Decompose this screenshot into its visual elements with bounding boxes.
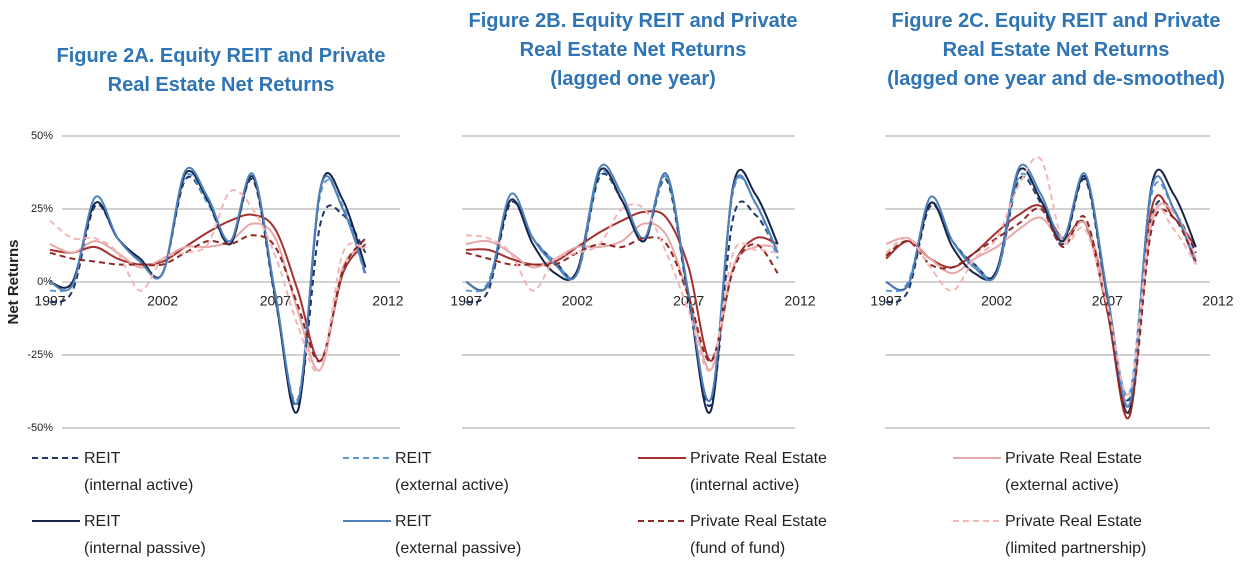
legend-label: Private Real Estate (internal active) xyxy=(690,450,827,494)
series-line xyxy=(885,156,1197,396)
y-tick-label: -50% xyxy=(27,422,53,434)
y-tick-label: 0% xyxy=(37,276,53,288)
series-line xyxy=(49,234,367,363)
series-line xyxy=(465,163,779,403)
legend-label: Private Real Estate (external active) xyxy=(1005,450,1142,494)
chart-title: Figure 2C. Equity REIT and Private Real … xyxy=(887,10,1225,90)
y-tick-label: 50% xyxy=(31,130,53,142)
series-line xyxy=(885,163,1197,408)
series-line xyxy=(885,194,1197,420)
legend-label: Private Real Estate (limited partnership… xyxy=(1005,513,1147,557)
x-tick-label: 1997 xyxy=(870,293,901,309)
series-line xyxy=(49,189,366,373)
legend-label: REIT (external active) xyxy=(395,450,509,494)
series-line xyxy=(49,213,367,362)
x-tick-label: 2002 xyxy=(562,293,593,309)
series-line xyxy=(465,210,779,362)
series-line xyxy=(465,203,778,372)
series-line xyxy=(49,167,367,405)
y-tick-label: 25% xyxy=(31,203,53,215)
x-tick-label: 1997 xyxy=(34,293,65,309)
legend-label: REIT (external passive) xyxy=(395,513,522,557)
legend-label: Private Real Estate (fund of fund) xyxy=(690,513,827,557)
chart-title: Figure 2B. Equity REIT and Private Real … xyxy=(468,10,798,90)
x-tick-label: 1997 xyxy=(450,293,481,309)
x-tick-label: 2012 xyxy=(1202,293,1233,309)
y-axis-title: Net Returns xyxy=(5,239,22,324)
y-tick-label: -25% xyxy=(27,349,53,361)
x-tick-label: 2002 xyxy=(147,293,178,309)
series-line xyxy=(885,207,1197,416)
x-tick-label: 2012 xyxy=(784,293,815,309)
x-tick-label: 2012 xyxy=(372,293,403,309)
series-line xyxy=(465,222,778,371)
series-line xyxy=(465,236,779,362)
x-tick-label: 2002 xyxy=(981,293,1012,309)
chart-title: Figure 2A. Equity REIT and Private Real … xyxy=(56,45,386,96)
legend-label: REIT (internal active) xyxy=(84,450,194,494)
legend-label: REIT (internal passive) xyxy=(84,513,206,557)
